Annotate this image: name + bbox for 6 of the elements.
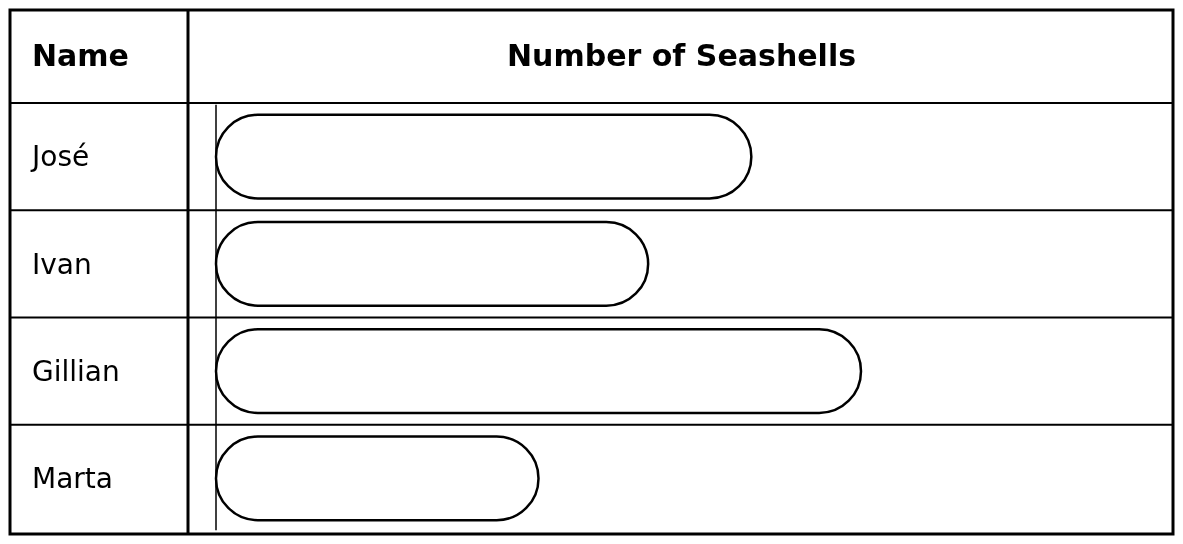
y-tick-label: Gillian [32, 354, 120, 388]
x-axis-title: Number of Seashells [506, 38, 857, 73]
y-tick-label: Ivan [32, 247, 92, 281]
y-tick-label: José [30, 140, 90, 174]
y-tick-label: Marta [32, 462, 113, 496]
y-axis-title: Name [32, 38, 129, 73]
